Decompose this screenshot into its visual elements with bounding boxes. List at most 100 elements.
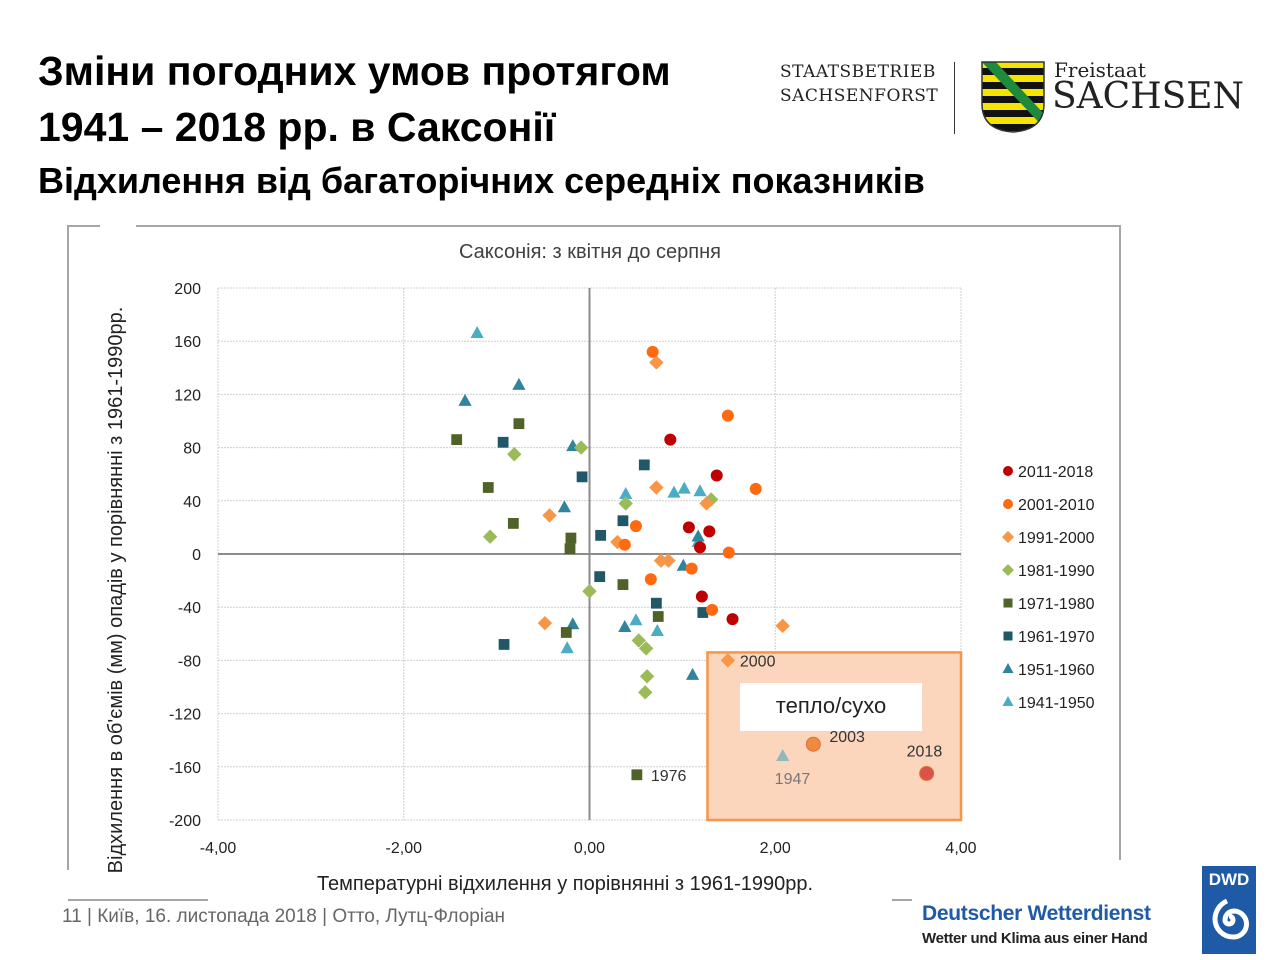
data-point xyxy=(726,613,739,626)
data-point xyxy=(653,553,669,568)
data-point xyxy=(706,603,719,616)
data-points: 1947 1976 2000 2003 2018 xyxy=(451,326,942,788)
y-tick-label: 40 xyxy=(183,494,201,511)
data-point xyxy=(695,590,708,603)
data-point xyxy=(721,409,734,422)
legend-item: 2011-2018 xyxy=(1003,464,1093,481)
point-annotation: 2000 xyxy=(740,653,776,670)
warm-dry-label: тепло/сухо xyxy=(776,693,886,718)
title-line-1: Зміни погодних умов протягом xyxy=(38,48,671,94)
legend-marker xyxy=(1002,564,1014,576)
legend-marker xyxy=(1003,631,1013,641)
y-tick-label: -200 xyxy=(169,813,201,830)
legend: 2011-2018 2001-2010 1991-2000 1981-1990 1971… xyxy=(1002,464,1095,712)
freistaat-label: Freistaat xyxy=(1054,58,1146,82)
legend-marker xyxy=(1002,531,1014,543)
warm-dry-label-box xyxy=(740,683,922,731)
y-tick-label: 200 xyxy=(174,281,201,298)
legend-label: 1961-1970 xyxy=(1018,629,1095,646)
x-tick-label: -4,00 xyxy=(200,840,237,857)
data-point xyxy=(646,345,659,358)
sachsen-label: SACHSEN xyxy=(1052,76,1245,117)
legend-item: 1981-1990 xyxy=(1002,563,1095,580)
data-point xyxy=(775,618,790,634)
data-point xyxy=(566,617,580,630)
title-line-2: 1941 – 2018 рр. в Саксонії xyxy=(38,104,556,150)
y-tick-label: 120 xyxy=(174,387,201,404)
legend-item: 1941-1950 xyxy=(1002,695,1095,712)
data-point xyxy=(610,534,625,550)
x-axis-label: Температурні відхилення у порівнянні з 1… xyxy=(317,873,813,895)
legend-marker xyxy=(1002,663,1014,673)
legend-marker xyxy=(1003,598,1013,608)
chart-title: Саксонія: з квітня до серпня xyxy=(459,241,721,263)
sachsenforst-line2: SACHSENFORST xyxy=(780,86,939,106)
data-point xyxy=(631,769,643,781)
data-point xyxy=(451,434,463,446)
data-point xyxy=(507,518,519,529)
y-tick-label: 160 xyxy=(174,334,201,351)
dwd-slogan: Wetter und Klima aus einer Hand xyxy=(922,930,1148,947)
data-point xyxy=(629,520,642,533)
data-point xyxy=(618,496,633,511)
data-point xyxy=(667,485,681,498)
data-point xyxy=(652,611,664,622)
data-point xyxy=(470,326,484,339)
sachsenforst-line1: STAATSBETRIEB xyxy=(780,62,936,82)
dwd-badge: DWD xyxy=(1208,870,1250,889)
y-tick-label: -40 xyxy=(178,600,201,617)
dwd-logo: DWD xyxy=(1202,866,1256,954)
data-point xyxy=(512,377,526,390)
series-1971-1980: 1976 xyxy=(451,418,687,785)
data-point xyxy=(618,538,631,551)
data-point xyxy=(482,482,494,493)
data-point xyxy=(631,633,646,648)
data-point xyxy=(619,486,633,499)
y-tick-label: -120 xyxy=(169,707,201,724)
legend-item: 1991-2000 xyxy=(1002,530,1095,547)
y-axis-label: Відхилення в об'ємів (мм) опадів у порів… xyxy=(105,307,127,874)
data-point xyxy=(557,500,572,513)
legend-label: 1981-1990 xyxy=(1018,563,1095,580)
legend-label: 1971-1980 xyxy=(1018,596,1095,613)
data-point xyxy=(629,613,643,626)
legend-label: 2001-2010 xyxy=(1018,497,1095,514)
data-point xyxy=(617,515,629,527)
x-tick-label: -2,00 xyxy=(386,840,423,857)
axes xyxy=(218,288,961,820)
saxony-coat-of-arms-icon xyxy=(981,61,1045,133)
data-point xyxy=(776,748,790,761)
point-annotation: 2003 xyxy=(829,729,865,746)
legend-item: 1961-1970 xyxy=(1003,629,1095,646)
data-point xyxy=(685,562,698,575)
data-point xyxy=(649,355,664,370)
data-point xyxy=(497,436,509,448)
series-2001-2010: 2003 xyxy=(618,345,865,752)
legend-item: 1951-1960 xyxy=(1002,662,1095,679)
data-point xyxy=(805,736,821,752)
data-point xyxy=(720,653,736,668)
data-point xyxy=(649,480,664,495)
series-1991-2000: 2000 xyxy=(537,355,790,670)
data-point xyxy=(650,597,662,609)
series-1951-1960 xyxy=(458,377,705,680)
data-point xyxy=(565,532,577,544)
data-point xyxy=(638,641,654,656)
data-point xyxy=(537,615,553,631)
y-tick-label: 80 xyxy=(183,441,201,458)
y-tick-label: -160 xyxy=(169,760,201,777)
dwd-spiral-icon xyxy=(1212,898,1249,940)
data-point xyxy=(564,543,576,555)
point-annotation: 1947 xyxy=(775,771,811,788)
data-point xyxy=(749,482,762,495)
warm-dry-region xyxy=(706,651,963,822)
data-point xyxy=(691,529,705,542)
data-point xyxy=(661,553,676,568)
tick-labels: 200 160 120 80 40 0 -40 -80 -120 -160 -200 -4,00 -2,… xyxy=(169,281,977,857)
series-2011-2018: 2018 xyxy=(664,433,942,781)
data-point xyxy=(697,607,709,618)
data-point xyxy=(919,765,935,781)
data-point xyxy=(618,619,632,632)
data-point xyxy=(573,440,589,455)
